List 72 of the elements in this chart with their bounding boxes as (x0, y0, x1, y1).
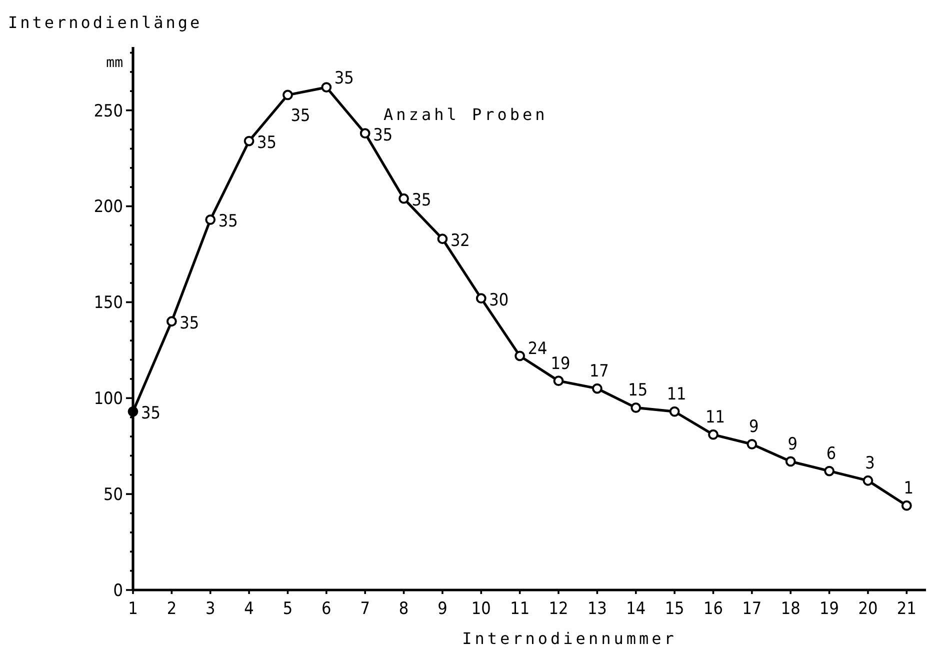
annotation: Anzahl Proben (384, 104, 548, 124)
point (282, 90, 293, 100)
y-tick-label: 50 (104, 485, 123, 506)
point (321, 82, 332, 92)
x-tick-label: 1 (128, 599, 138, 619)
annotation: 24 (528, 338, 548, 359)
x-tick-label: 2 (166, 599, 177, 619)
point (398, 193, 409, 204)
point (901, 500, 912, 511)
point (746, 438, 758, 450)
annotation: 19 (550, 354, 570, 374)
x-tick-label: 18 (780, 599, 800, 619)
y-tick-label: 250 (94, 101, 123, 122)
y-tick-label: 0 (113, 580, 123, 601)
point (708, 429, 718, 440)
annotation: 35 (180, 313, 200, 334)
x-axis-title: Internodiennummer (462, 629, 677, 648)
x-tick-label: 10 (471, 599, 491, 619)
x-tick-label: 20 (858, 599, 878, 619)
point (824, 466, 834, 476)
x-tick-label: 14 (626, 599, 646, 619)
annotation: 9 (788, 434, 798, 454)
x-tick-label: 19 (820, 599, 840, 619)
x-tick-label: 17 (742, 599, 762, 619)
point (553, 376, 564, 386)
y-axis-title: Internodienlänge (8, 13, 202, 32)
annotation: 3 (865, 454, 875, 474)
y-tick-label: 200 (94, 197, 123, 218)
annotation: 35 (334, 68, 354, 88)
annotation: 11 (706, 408, 725, 428)
y-tick-label: 100 (94, 389, 123, 410)
annotation: 30 (489, 290, 509, 310)
annotation: 35 (412, 190, 432, 211)
annotation: 1 (904, 478, 914, 499)
annotation: 32 (450, 230, 470, 251)
point (360, 128, 370, 139)
x-tick-label: 21 (896, 599, 916, 619)
annotation: 35 (290, 106, 310, 126)
point (669, 406, 680, 417)
point (862, 475, 874, 486)
point (514, 350, 526, 362)
annotation: 35 (218, 212, 238, 232)
point (244, 136, 254, 146)
x-tick-label: 3 (206, 599, 216, 619)
annotation: 17 (589, 362, 609, 382)
x-tick-label: 15 (664, 599, 684, 619)
x-tick-label: 6 (322, 599, 332, 619)
annotation: 15 (628, 380, 648, 401)
annotation: 35 (373, 125, 393, 146)
text: mm (106, 55, 123, 71)
y-tick-label: 150 (94, 293, 123, 314)
annotation: 35 (257, 133, 277, 154)
x-tick-label: 8 (398, 599, 409, 619)
point (630, 402, 642, 413)
x-tick-label: 4 (244, 599, 254, 619)
point (437, 234, 448, 244)
point (166, 316, 177, 327)
x-tick-label: 12 (548, 599, 568, 619)
annotation: 9 (749, 417, 759, 438)
point (476, 293, 486, 304)
x-tick-label: 5 (282, 599, 293, 619)
point (205, 214, 216, 225)
x-tick-label: 11 (510, 599, 530, 619)
annotation: 35 (141, 404, 160, 424)
annotation: 6 (826, 444, 836, 464)
x-tick-label: 7 (360, 599, 370, 619)
point (785, 456, 796, 467)
x-tick-label: 9 (438, 599, 448, 619)
x-tick-label: 16 (704, 599, 723, 619)
annotation: 11 (666, 384, 686, 405)
x-tick-label: 13 (587, 599, 607, 619)
point (592, 383, 602, 394)
